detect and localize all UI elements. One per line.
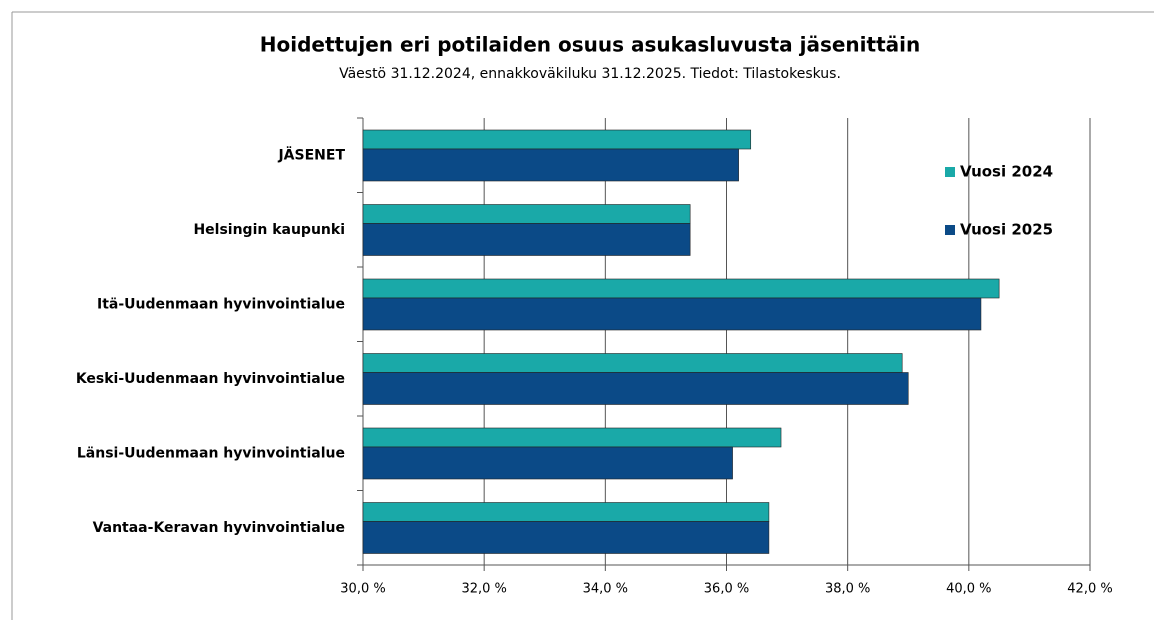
x-tick-label: 42,0 %: [1067, 582, 1112, 597]
bar: [362, 297, 982, 331]
x-tick-label: 38,0 %: [825, 582, 870, 597]
bar: [362, 353, 903, 373]
bar: [362, 372, 909, 405]
legend-swatch: [945, 225, 955, 235]
y-tick-label: Keski-Uudenmaan hyvinvointialue: [76, 371, 345, 387]
x-tick-label: 34,0 %: [583, 582, 628, 597]
chart-subtitle: Väestö 31.12.2024, ennakkoväkiluku 31.12…: [339, 66, 841, 82]
y-tick-label: Itä-Uudenmaan hyvinvointialue: [97, 296, 345, 312]
legend-label: Vuosi 2025: [960, 221, 1053, 239]
y-tick-label: Helsingin kaupunki: [193, 222, 345, 238]
bar: [362, 129, 752, 150]
legend-swatch: [945, 167, 955, 177]
x-tick-label: 32,0 %: [461, 582, 506, 597]
bar: [362, 502, 770, 522]
bar: [362, 427, 782, 448]
y-tick-label: Länsi-Uudenmaan hyvinvointialue: [77, 445, 345, 461]
bar: [362, 278, 1000, 299]
x-tick-label: 40,0 %: [946, 582, 991, 597]
chart-title: Hoidettujen eri potilaiden osuus asukasl…: [260, 33, 920, 57]
bar: [362, 204, 691, 224]
x-tick-label: 36,0 %: [704, 582, 749, 597]
bar: [362, 223, 691, 256]
bar: [362, 148, 739, 182]
y-tick-label: Vantaa-Keravan hyvinvointialue: [93, 520, 345, 536]
bar: [362, 521, 770, 554]
bar: [362, 446, 733, 480]
x-tick-label: 30,0 %: [340, 582, 385, 597]
legend-label: Vuosi 2024: [960, 163, 1053, 181]
y-tick-label: JÄSENET: [277, 146, 345, 163]
